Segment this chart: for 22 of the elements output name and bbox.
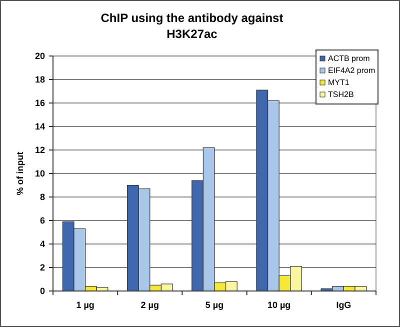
legend-label: MYT1 — [328, 78, 350, 87]
x-tick-label: 2 µg — [140, 300, 159, 310]
y-tick-label: 4 — [40, 239, 45, 250]
legend-label: EIF4A2 prom — [328, 66, 376, 75]
legend-label: ACTB prom — [328, 54, 370, 63]
y-tick-label: 16 — [34, 98, 45, 108]
y-tick-label: 2 — [40, 262, 45, 273]
chart-title: ChIP using the antibody against H3K27ac — [100, 11, 284, 41]
y-tick-label: 0 — [40, 286, 45, 296]
legend-label: TSH2B — [328, 90, 354, 99]
y-tick-label: 18 — [34, 74, 45, 85]
x-tick-label: IgG — [336, 300, 352, 310]
y-tick-label: 10 — [34, 168, 45, 179]
x-tick-label: 5 µg — [205, 300, 224, 310]
y-tick-label: 20 — [34, 51, 45, 62]
y-tick-label: 6 — [40, 216, 45, 226]
x-tick-label: 10 µg — [268, 300, 291, 310]
y-axis-title: % of input — [15, 152, 25, 196]
x-tick-label: 1 µg — [76, 300, 94, 310]
y-tick-label: 14 — [34, 122, 45, 132]
y-tick-label: 8 — [40, 192, 45, 202]
y-tick-label: 12 — [34, 145, 45, 156]
